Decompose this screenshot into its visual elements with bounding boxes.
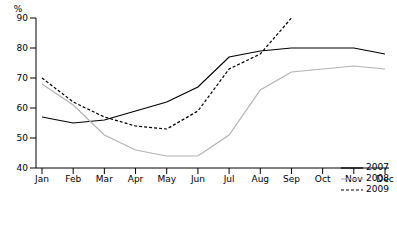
svg-text:Dec: Dec (376, 174, 389, 184)
svg-text:Apr: Apr (128, 174, 144, 184)
svg-text:%: % (14, 4, 23, 14)
svg-text:Sep: Sep (283, 174, 300, 184)
svg-text:Jul: Jul (223, 174, 235, 184)
svg-text:Jan: Jan (34, 174, 49, 184)
svg-text:90: 90 (17, 13, 29, 23)
svg-text:50: 50 (17, 133, 29, 143)
svg-text:Nov: Nov (345, 174, 363, 184)
svg-text:Jun: Jun (190, 174, 205, 184)
svg-text:Feb: Feb (65, 174, 81, 184)
svg-text:Aug: Aug (251, 174, 269, 184)
svg-text:40: 40 (17, 163, 29, 173)
svg-text:Oct: Oct (315, 174, 331, 184)
svg-text:80: 80 (17, 43, 29, 53)
svg-text:60: 60 (17, 103, 29, 113)
svg-text:May: May (157, 174, 176, 184)
svg-text:70: 70 (17, 73, 29, 83)
svg-text:Mar: Mar (96, 174, 113, 184)
